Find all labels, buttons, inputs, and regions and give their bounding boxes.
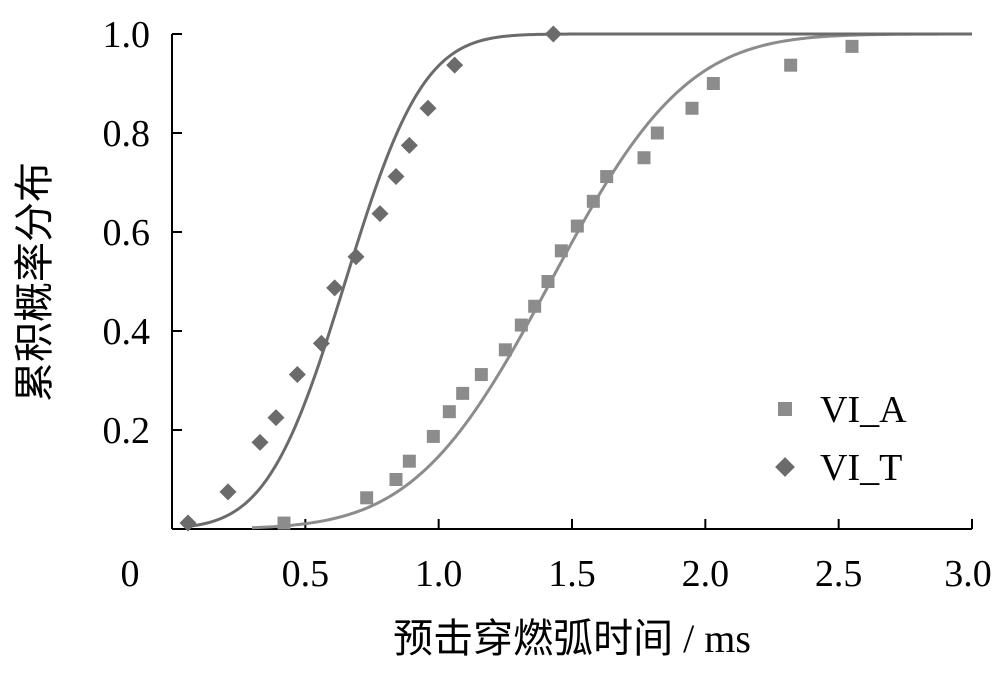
point-vi-t <box>371 205 389 223</box>
fit-curve-vi-t <box>187 32 972 528</box>
point-vi-a <box>528 299 542 313</box>
y-tick-label: 0.8 <box>103 113 151 155</box>
data-points <box>179 25 859 532</box>
point-vi-a <box>402 454 416 468</box>
legend: VI_A VI_T <box>775 389 907 489</box>
axis-ticks: 0 0.5 1.0 1.5 2.0 2.5 3.0 0.2 0.4 0.6 0.8 1.0 <box>103 14 992 595</box>
y-tick-label: 0.4 <box>103 311 151 353</box>
point-vi-t <box>219 483 237 501</box>
x-tick-label: 1.0 <box>415 553 463 595</box>
point-vi-a <box>570 219 584 233</box>
y-tick-label: 0.2 <box>103 410 151 452</box>
legend-marker-vi-t <box>775 457 795 477</box>
point-vi-a <box>784 58 798 72</box>
point-vi-t <box>288 366 306 384</box>
point-vi-a <box>498 343 512 357</box>
point-vi-a <box>637 151 651 165</box>
y-tick-label: 0.6 <box>103 212 151 254</box>
point-vi-t <box>326 279 344 297</box>
x-tick-label: 2.0 <box>682 553 730 595</box>
plot-area: 0 0.5 1.0 1.5 2.0 2.5 3.0 0.2 0.4 0.6 0.8 1.0 <box>103 14 992 595</box>
point-vi-a <box>845 39 859 53</box>
point-vi-t <box>251 433 269 451</box>
point-vi-t <box>267 409 285 427</box>
point-vi-a <box>456 386 470 400</box>
point-vi-t <box>400 136 418 154</box>
point-vi-a <box>685 101 699 115</box>
y-axis-title: 累积概率分布 <box>12 162 57 402</box>
x-tick-label: 0.5 <box>282 553 330 595</box>
legend-label-vi-t: VI_T <box>820 447 902 489</box>
legend-marker-vi-a <box>778 402 792 416</box>
legend-label-vi-a: VI_A <box>820 389 907 431</box>
point-vi-a <box>514 318 528 332</box>
point-vi-a <box>442 405 456 419</box>
point-vi-t <box>347 248 365 266</box>
point-vi-a <box>360 491 374 505</box>
point-vi-a <box>389 473 403 486</box>
x-tick-label: 0 <box>121 553 140 595</box>
x-tick-label: 1.5 <box>548 553 596 595</box>
point-vi-t <box>179 514 197 532</box>
point-vi-t <box>419 99 437 117</box>
point-vi-a <box>474 368 488 382</box>
point-vi-t <box>544 25 562 43</box>
point-vi-t <box>387 168 405 186</box>
x-tick-label: 3.0 <box>944 553 992 595</box>
y-tick-label: 1.0 <box>103 14 151 56</box>
x-tick-label: 2.5 <box>815 553 863 595</box>
point-vi-a <box>600 170 614 184</box>
point-vi-a <box>706 77 720 90</box>
point-vi-a <box>277 516 291 530</box>
point-vi-t <box>312 334 330 352</box>
point-vi-a <box>554 244 568 258</box>
point-vi-a <box>541 275 555 288</box>
point-vi-t <box>446 56 464 74</box>
point-vi-a <box>586 194 600 208</box>
x-axis-title: 预击穿燃弧时间 / ms <box>393 616 751 661</box>
point-vi-a <box>650 126 664 140</box>
point-vi-a <box>426 429 440 443</box>
